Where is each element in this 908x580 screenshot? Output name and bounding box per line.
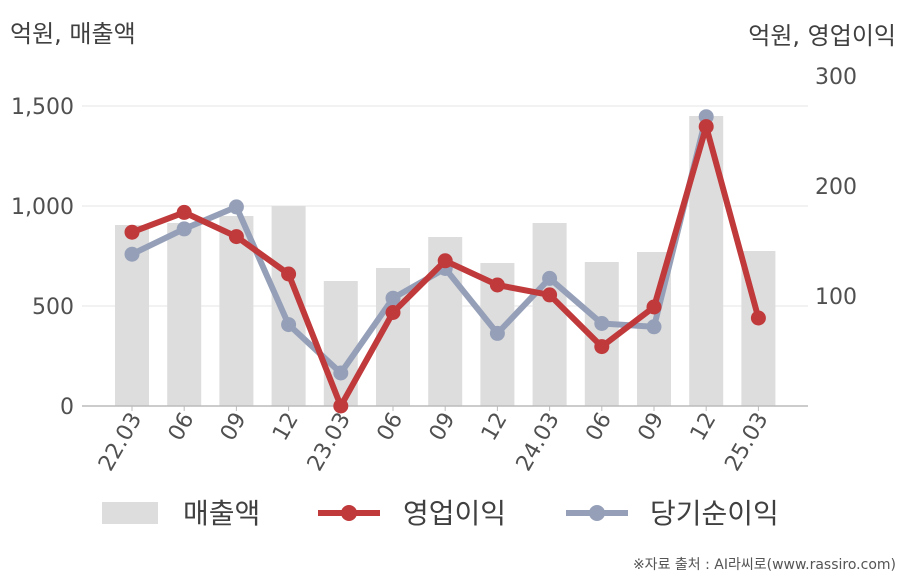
net-income-point [228, 199, 244, 215]
operating-profit-point [333, 398, 349, 414]
legend-label-revenue: 매출액 [183, 497, 260, 530]
operating-profit-point [542, 287, 558, 303]
y-left-tick-label: 1,500 [11, 95, 74, 120]
operating-profit-point [281, 266, 297, 282]
x-tick-label: 25.03 [720, 409, 773, 476]
x-tick-label: 23.03 [303, 409, 356, 476]
legend-label-operating-profit: 영업이익 [403, 497, 506, 530]
revenue-bar [532, 223, 567, 406]
left-axis-unit: 억원, 매출액 [10, 20, 136, 48]
operating-profit-point [228, 229, 244, 245]
source-credit: ※자료 출처 : AI라씨로(www.rassiro.com) [632, 557, 896, 573]
x-tick-label: 09 [634, 409, 670, 446]
net-income-point [489, 325, 505, 341]
net-income-point [594, 316, 610, 331]
net-income-point [333, 365, 349, 381]
x-tick-label: 06 [581, 409, 617, 446]
operating-profit-point [437, 253, 453, 269]
legend-swatch-revenue [102, 502, 158, 524]
x-tick-label: 12 [268, 409, 304, 446]
x-tick-label: 12 [477, 409, 513, 446]
x-tick-label: 12 [686, 409, 722, 446]
x-tick-label: 06 [164, 409, 200, 446]
operating-profit-point [176, 204, 192, 220]
y-left-tick-label: 0 [60, 395, 74, 420]
legend-label-net-income: 당기순이익 [650, 497, 779, 530]
y-right-tick-label: 200 [815, 175, 857, 200]
legend-marker-net-income [589, 505, 605, 521]
x-axis [82, 405, 808, 411]
operating-profit-point [750, 310, 766, 326]
operating-profit-point [698, 119, 714, 135]
y-right-tick-label: 300 [815, 65, 857, 90]
net-income-point [646, 319, 662, 335]
operating-profit-point [646, 299, 662, 315]
right-axis-unit: 억원, 영업이익 [748, 22, 896, 50]
net-income-point [124, 246, 140, 262]
operating-profit-point [594, 339, 610, 355]
x-tick-label: 09 [216, 409, 252, 446]
x-tick-label: 09 [425, 409, 461, 446]
revenue-bar [167, 223, 202, 406]
net-income-point [176, 221, 192, 237]
net-income-point [281, 317, 297, 333]
y-left-tick-label: 1,000 [11, 195, 74, 220]
y-right-tick-label: 100 [815, 285, 857, 310]
y-left-tick-label: 500 [32, 295, 74, 320]
operating-profit-point [489, 277, 505, 293]
net-income-point [542, 270, 558, 286]
x-tick-label: 22.03 [94, 409, 147, 476]
operating-profit-point [124, 224, 140, 240]
x-tick-label: 24.03 [512, 409, 565, 476]
operating-profit-point [385, 305, 401, 320]
revenue-bars [115, 116, 776, 406]
legend: 매출액 영업이익 당기순이익 [102, 497, 779, 530]
profit-lines [124, 109, 766, 414]
legend-marker-operating-profit [341, 505, 357, 521]
net-income-point [385, 290, 401, 306]
x-tick-label: 06 [373, 409, 409, 446]
